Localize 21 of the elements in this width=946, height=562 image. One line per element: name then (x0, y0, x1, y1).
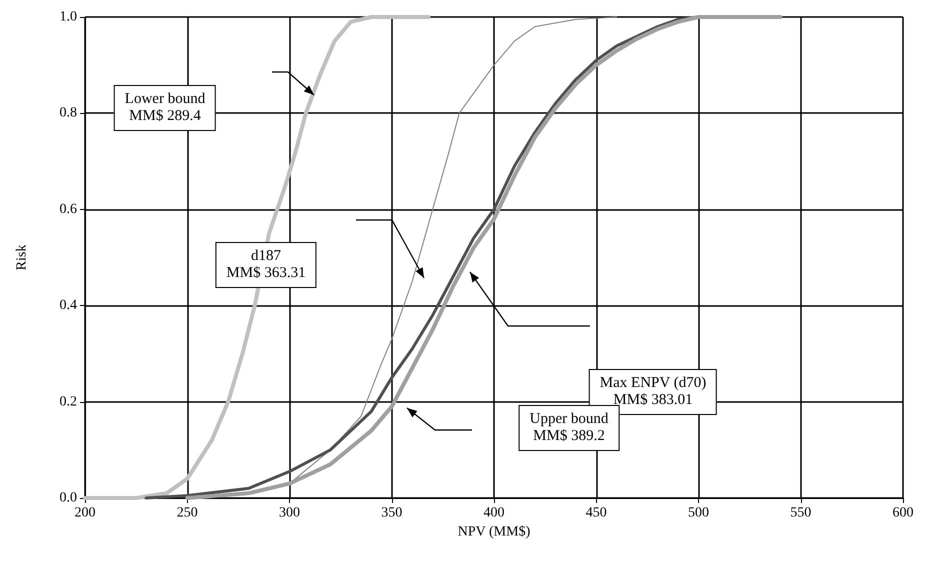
y-tick-label: 1.0 (60, 10, 77, 24)
y-tick-label: 0.4 (60, 298, 77, 314)
x-tick-label: 200 (74, 506, 96, 520)
x-tick-label: 300 (279, 506, 300, 520)
x-tick-label: 600 (892, 506, 914, 520)
y-tick-label: 0.2 (60, 394, 77, 410)
x-tick-label: 350 (381, 506, 402, 520)
annotation: Max ENPV (d70) MM$ 383.01 (600, 375, 706, 408)
x-tick-label: 400 (484, 506, 504, 520)
y-axis-title: Risk (14, 244, 30, 270)
annotation: Upper bound MM$ 389.2 (530, 411, 608, 444)
x-tick-label: 450 (586, 506, 607, 520)
x-tick-label: 500 (688, 506, 709, 520)
x-tick-label: 250 (176, 506, 198, 520)
y-tick-label: 0.6 (60, 202, 77, 217)
x-tick-label: 550 (790, 506, 812, 520)
y-tick-label: 0.8 (60, 106, 77, 121)
x-axis-title: NPV (MM$) (458, 524, 531, 540)
y-tick-label: 0.0 (60, 490, 77, 506)
annotation: Lower bound MM$ 289.4 (114, 85, 216, 131)
annotation: d187 MM$ 363.31 (215, 242, 317, 288)
